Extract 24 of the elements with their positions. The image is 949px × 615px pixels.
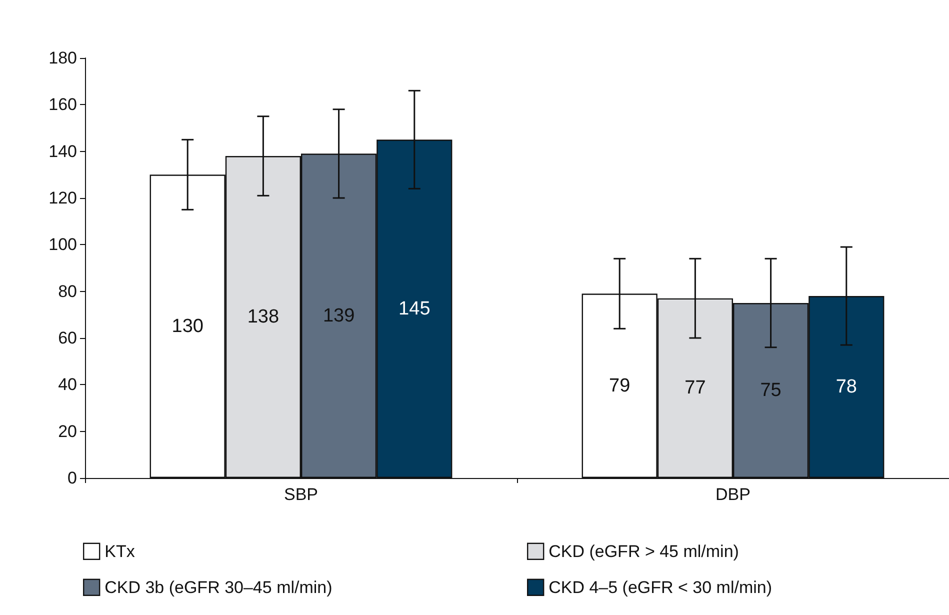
data-label: 75 xyxy=(760,380,782,401)
data-label: 145 xyxy=(398,298,430,320)
y-tick-label: 40 xyxy=(58,375,77,394)
legend-label: CKD 4–5 (eGFR < 30 ml/min) xyxy=(548,578,772,597)
y-tick-label: 20 xyxy=(58,422,77,441)
x-tick-label: SBP xyxy=(284,485,318,504)
y-tick-label: 120 xyxy=(48,188,77,208)
legend-label: CKD (eGFR > 45 ml/min) xyxy=(548,542,739,561)
data-label: 138 xyxy=(247,306,280,328)
y-tick-label: 100 xyxy=(48,235,77,254)
legend-label: CKD 3b (eGFR 30–45 ml/min) xyxy=(104,578,332,597)
x-tick-label: DBP xyxy=(716,485,750,504)
y-tick-label: 140 xyxy=(48,142,77,161)
y-tick-label: 80 xyxy=(58,282,77,301)
data-label: 79 xyxy=(609,375,630,396)
data-label: 139 xyxy=(322,305,355,326)
y-tick-label: 160 xyxy=(48,95,77,114)
data-label: 78 xyxy=(836,376,857,398)
y-tick-label: 0 xyxy=(68,468,77,488)
data-label: 77 xyxy=(684,378,706,399)
legend-label: KTx xyxy=(104,542,136,561)
data-label: 130 xyxy=(172,316,204,337)
y-tick-label: 180 xyxy=(48,48,77,68)
y-tick-label: 60 xyxy=(58,328,77,348)
